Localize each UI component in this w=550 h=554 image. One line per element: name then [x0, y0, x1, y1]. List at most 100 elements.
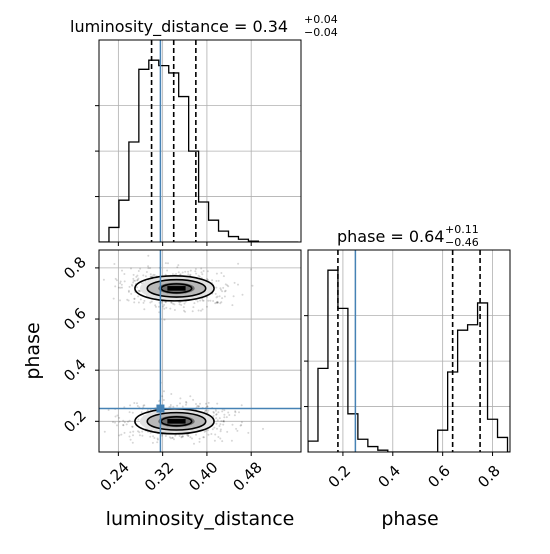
joint-sample-point — [170, 301, 173, 304]
joint-mode-1-contour-mid — [146, 411, 207, 431]
joint-mode-1-contour-inner — [160, 416, 193, 427]
joint-sample-point — [196, 404, 199, 407]
joint-sample-point — [150, 300, 153, 303]
joint-sample-point — [112, 421, 114, 424]
joint-sample-point — [172, 405, 175, 408]
joint-sample-point — [218, 417, 221, 420]
joint-sample-point — [164, 301, 167, 304]
joint-sample-point — [236, 429, 239, 432]
joint-sample-point — [126, 298, 129, 301]
joint-sample-point — [143, 308, 146, 311]
joint-sample-point — [225, 416, 228, 419]
joint-sample-point — [221, 440, 224, 443]
joint-sample-point — [131, 425, 134, 428]
joint-sample-point — [149, 267, 152, 270]
joint-sample-point — [144, 275, 147, 278]
joint-sample-point — [161, 395, 164, 398]
joint-sample-point — [136, 279, 139, 282]
joint-sample-point — [191, 310, 194, 313]
joint-sample-point — [195, 403, 197, 405]
joint-sample-point — [137, 289, 140, 292]
joint-sample-point — [231, 423, 234, 426]
joint-sample-point — [198, 440, 201, 443]
joint-sample-point — [165, 306, 168, 309]
joint-sample-point — [114, 277, 117, 280]
joint-sample-point — [214, 433, 217, 436]
joint-sample-point — [197, 309, 200, 312]
joint-sample-point — [221, 410, 224, 413]
joint-sample-point — [183, 309, 185, 312]
joint-sample-point — [114, 285, 117, 288]
joint-sample-point — [216, 295, 219, 298]
joint-sample-point — [131, 411, 134, 414]
ph-xtick-label-1: 0.4 — [374, 462, 404, 492]
joint-sample-point — [123, 431, 126, 434]
joint-sample-point — [239, 424, 242, 427]
joint-sample-point — [120, 433, 123, 436]
joint-sample-point — [216, 301, 219, 304]
y-axis-label-phase: phase — [22, 322, 44, 379]
joint-sample-point — [147, 267, 150, 270]
joint-sample-point — [170, 393, 173, 395]
joint-sample-point — [223, 290, 226, 293]
joint-sample-point — [234, 410, 237, 413]
joint-sample-point — [220, 288, 222, 291]
joint-sample-point — [197, 274, 200, 277]
joint-sample-point — [184, 310, 187, 313]
joint-sample-point — [206, 278, 209, 281]
joint-sample-point — [136, 286, 138, 289]
joint-sample-point — [228, 414, 231, 416]
joint-sample-point — [227, 285, 230, 288]
joint-sample-point — [230, 439, 233, 442]
joint-sample-point — [198, 437, 201, 440]
phase-title-plus: +0.11 — [445, 223, 479, 236]
joint-sample-point — [132, 434, 134, 437]
joint-sample-point — [191, 437, 193, 440]
joint-sample-point — [209, 299, 212, 302]
joint-sample-point — [221, 290, 224, 293]
joint-sample-point — [166, 269, 169, 272]
joint-sample-point — [215, 296, 218, 299]
joint-sample-point — [122, 424, 125, 426]
joint-sample-point — [123, 421, 126, 424]
luminosity-distance-title: luminosity_distance = 0.34 — [70, 17, 288, 37]
phase-hist-frame — [307, 249, 511, 453]
joint-mode-0-density-peak — [167, 286, 186, 291]
joint-sample-point — [155, 305, 157, 308]
joint-sample-point — [119, 280, 122, 283]
joint-sample-point — [181, 271, 184, 274]
joint-sample-point — [204, 409, 207, 412]
joint-sample-point — [222, 419, 225, 422]
joint-sample-point — [215, 272, 218, 275]
joint-sample-point — [238, 411, 240, 414]
joint-sample-point — [217, 411, 220, 414]
joint-sample-point — [220, 420, 223, 422]
joint-sample-point — [158, 400, 161, 403]
joint-sample-point — [173, 309, 176, 311]
joint-sample-point — [210, 433, 213, 435]
joint-sample-point — [212, 411, 215, 414]
joint-sample-point — [119, 282, 122, 285]
joint-sample-point — [182, 306, 185, 309]
joint-sample-point — [114, 421, 116, 424]
joint-sample-point — [131, 441, 134, 444]
joint-sample-point — [154, 304, 157, 307]
joint-sample-point — [164, 262, 167, 265]
joint-sample-point — [128, 411, 131, 414]
joint-sample-point — [179, 402, 181, 405]
joint-sample-point — [215, 413, 218, 416]
joint-sample-point — [186, 433, 188, 436]
joint-sample-point — [132, 277, 135, 280]
joint-sample-point — [235, 427, 238, 430]
joint-sample-point — [215, 280, 218, 282]
joint-sample-point — [180, 304, 183, 306]
luminosity-distance-title-minus: −0.04 — [304, 26, 338, 39]
joint-sample-point — [173, 438, 175, 441]
joint-sample-point — [127, 289, 130, 292]
joint-sample-point — [197, 405, 200, 408]
joint-sample-point — [223, 413, 226, 416]
joint-sample-point — [211, 428, 214, 431]
joint-sample-point — [163, 307, 166, 310]
joint-sample-point — [212, 410, 215, 413]
